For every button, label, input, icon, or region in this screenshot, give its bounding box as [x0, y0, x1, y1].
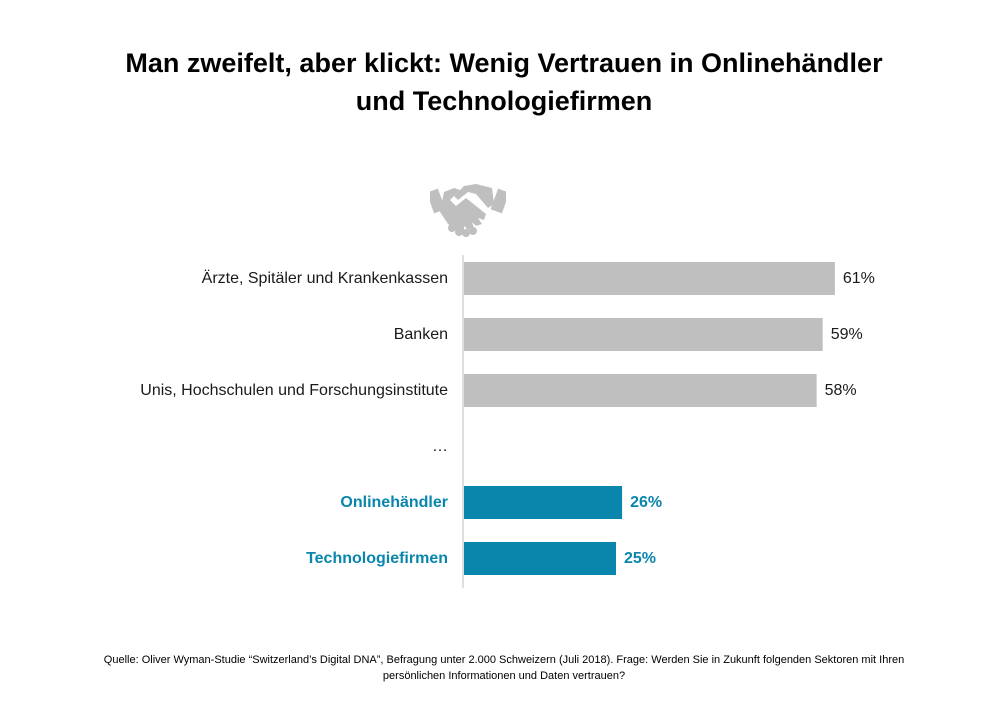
- bar: [464, 374, 817, 407]
- bar: [464, 486, 623, 519]
- value-label: 58%: [824, 381, 857, 399]
- chart-title-line-1: Man zweifelt, aber klickt: Wenig Vertrau…: [125, 48, 883, 78]
- value-label: 25%: [624, 549, 657, 567]
- value-label: 61%: [842, 269, 875, 287]
- bar: [464, 542, 616, 575]
- value-label: 26%: [630, 493, 663, 511]
- category-label: Ärzte, Spitäler und Krankenkassen: [201, 269, 448, 287]
- handshake-icon: [426, 178, 510, 238]
- category-label: …: [432, 437, 448, 455]
- category-label: Unis, Hochschulen und Forschungsinstitut…: [140, 381, 448, 399]
- chart-title: Man zweifelt, aber klickt: Wenig Vertrau…: [0, 44, 1008, 120]
- source-note: Quelle: Oliver Wyman-Studie “Switzerland…: [40, 652, 968, 684]
- bar: [464, 318, 823, 351]
- source-line-2: persönlichen Informationen und Daten ver…: [382, 670, 626, 682]
- bar: [464, 262, 835, 295]
- chart-title-line-2: und Technologiefirmen: [355, 86, 653, 116]
- category-label: Banken: [393, 325, 448, 343]
- category-label: Technologiefirmen: [306, 549, 448, 567]
- source-line-1: Quelle: Oliver Wyman-Studie “Switzerland…: [103, 654, 905, 666]
- category-label: Onlinehändler: [340, 493, 448, 511]
- value-label: 59%: [830, 325, 863, 343]
